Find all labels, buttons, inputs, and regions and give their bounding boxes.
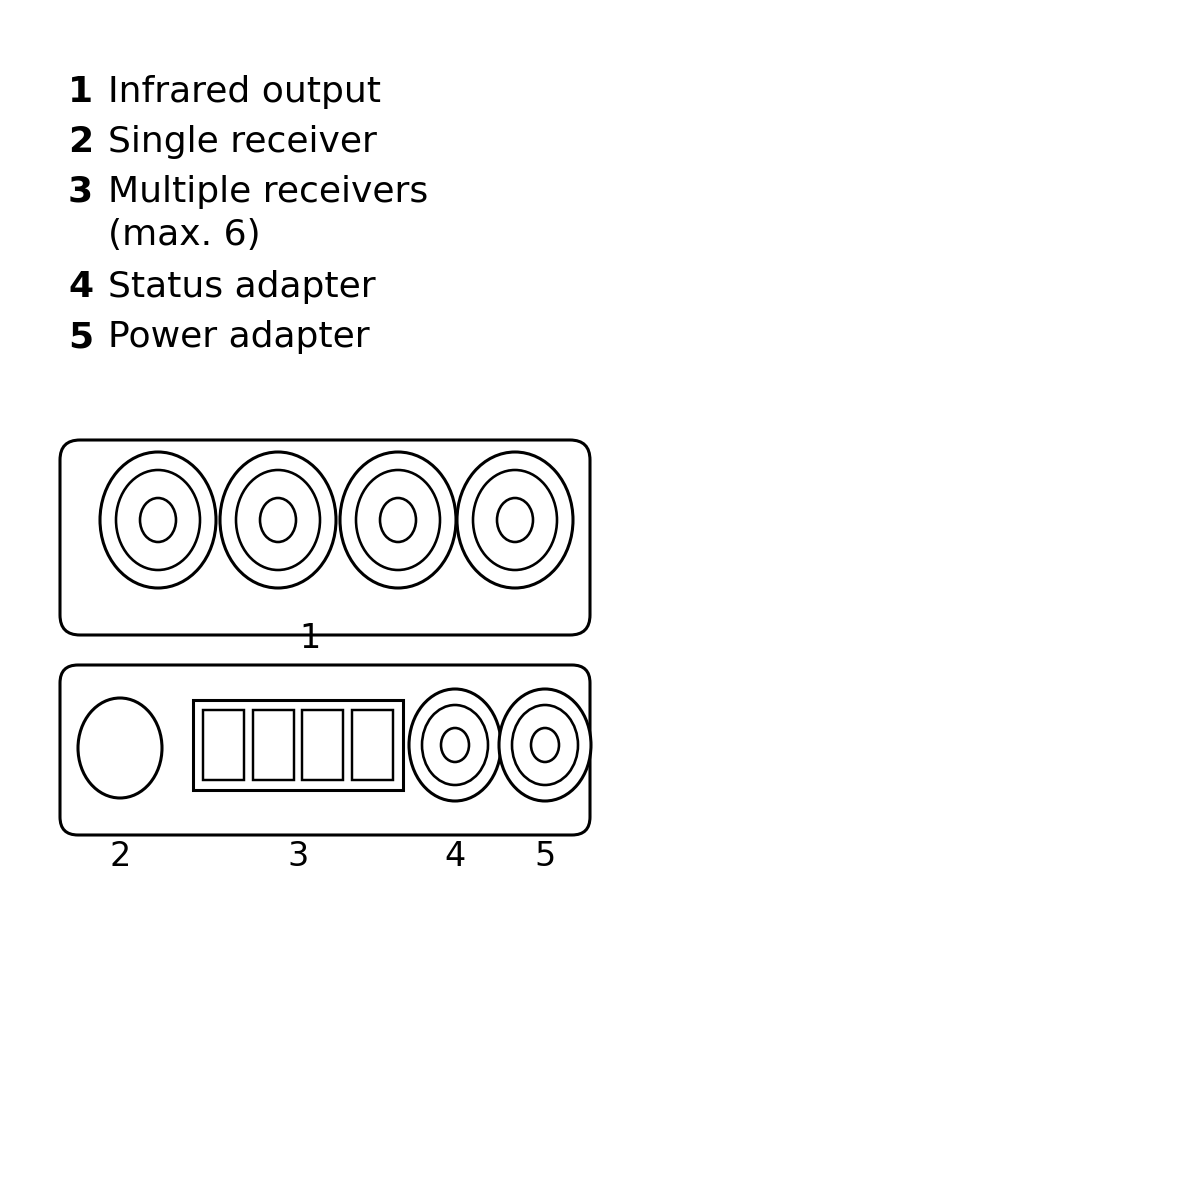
Text: Infrared output: Infrared output [108, 74, 382, 109]
Text: 4: 4 [68, 270, 94, 304]
Ellipse shape [457, 452, 574, 588]
FancyBboxPatch shape [60, 440, 590, 635]
Text: 1: 1 [299, 622, 320, 655]
FancyBboxPatch shape [60, 665, 590, 835]
Ellipse shape [140, 498, 176, 542]
Ellipse shape [530, 728, 559, 762]
Ellipse shape [497, 498, 533, 542]
Text: Power adapter: Power adapter [108, 320, 370, 354]
Ellipse shape [512, 704, 578, 785]
Bar [302, 710, 343, 780]
Text: 5: 5 [534, 840, 556, 874]
Bar [352, 710, 392, 780]
Ellipse shape [422, 704, 488, 785]
Text: 4: 4 [444, 840, 466, 874]
Ellipse shape [356, 470, 440, 570]
Text: 5: 5 [68, 320, 94, 354]
Ellipse shape [380, 498, 416, 542]
Ellipse shape [499, 689, 592, 802]
Text: 2: 2 [68, 125, 94, 158]
Ellipse shape [260, 498, 296, 542]
Ellipse shape [236, 470, 320, 570]
Text: 3: 3 [68, 175, 94, 209]
Ellipse shape [78, 698, 162, 798]
Ellipse shape [220, 452, 336, 588]
Text: Multiple receivers
(max. 6): Multiple receivers (max. 6) [108, 175, 428, 252]
Ellipse shape [100, 452, 216, 588]
Ellipse shape [442, 728, 469, 762]
Text: Status adapter: Status adapter [108, 270, 376, 304]
Text: 1: 1 [68, 74, 94, 109]
Text: Single receiver: Single receiver [108, 125, 377, 158]
Bar [193, 700, 403, 790]
Ellipse shape [116, 470, 200, 570]
Text: 2: 2 [109, 840, 131, 874]
Bar [252, 710, 294, 780]
Ellipse shape [473, 470, 557, 570]
Ellipse shape [340, 452, 456, 588]
Text: 3: 3 [287, 840, 308, 874]
Ellipse shape [409, 689, 502, 802]
Bar [203, 710, 245, 780]
